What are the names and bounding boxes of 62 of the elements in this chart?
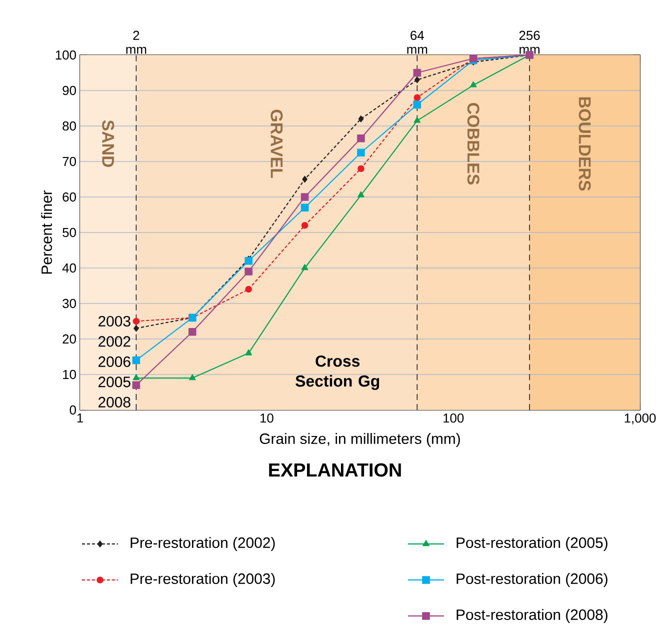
band-label: COBBLES: [467, 103, 480, 184]
legend-label: Pre-restoration (2002): [130, 537, 275, 551]
annotation: 2002: [98, 336, 130, 347]
y-tick-label: 10: [63, 370, 76, 380]
y-tick-label: 60: [62, 192, 76, 202]
y-tick-label: 90: [62, 86, 76, 96]
point: [357, 134, 365, 142]
point: [302, 176, 308, 183]
point: [132, 318, 140, 325]
point: [358, 165, 364, 172]
annotation: Cross Section Gg: [296, 356, 380, 390]
legend-title: EXPLANATION: [269, 463, 401, 477]
point: [358, 191, 364, 198]
point: [244, 256, 252, 265]
point: [132, 374, 140, 380]
x-tick-label: 100: [444, 414, 464, 423]
point: [188, 374, 196, 380]
annotation: 2006: [98, 356, 130, 367]
point: [414, 94, 421, 101]
y-tick-label: 50: [62, 228, 76, 238]
point: [358, 115, 364, 122]
band-label: GRAVEL: [270, 110, 283, 178]
point: [300, 204, 309, 212]
point: [413, 100, 422, 109]
band-label: SAND: [102, 120, 114, 168]
point: [470, 81, 477, 88]
point: [188, 328, 196, 336]
point: [134, 324, 139, 332]
point: [245, 349, 252, 356]
point: [301, 222, 308, 229]
x-axis-title: Grain size, in millimeters (mm): [260, 433, 460, 447]
legend-label: Post-restoration (2005): [456, 537, 608, 551]
point: [132, 356, 140, 364]
x-tick-label: 10: [260, 414, 274, 423]
ref-line-label: 2 mm: [126, 30, 146, 54]
point: [414, 116, 421, 123]
point: [357, 148, 365, 156]
x-tick-label: 1,000: [624, 414, 656, 424]
point: [413, 68, 422, 77]
y-tick-label: 70: [62, 156, 76, 166]
point: [414, 76, 420, 84]
point: [300, 193, 309, 201]
point: [301, 264, 308, 270]
legend-label: Post-restoration (2006): [456, 573, 608, 587]
annotation: 2003: [98, 316, 130, 327]
point: [245, 286, 252, 293]
y-tick-label: 30: [62, 298, 76, 308]
y-tick-label: 0: [70, 405, 76, 415]
legend-label: Post-restoration (2008): [456, 609, 608, 623]
y-tick-label: 100: [56, 50, 76, 60]
y-axis-title: Percent finer: [41, 190, 52, 274]
x-tick-label: 1: [77, 414, 83, 422]
legend-label: Pre-restoration (2003): [130, 573, 275, 587]
annotation: 2005: [98, 376, 130, 388]
y-tick-label: 20: [62, 334, 76, 344]
ref-line-label: 64 mm: [407, 30, 428, 54]
y-tick-label: 40: [62, 263, 76, 273]
band-label: BOULDERS: [578, 97, 591, 191]
annotation: 2008: [98, 396, 130, 408]
point: [132, 381, 140, 390]
point: [244, 268, 252, 276]
y-tick-label: 80: [62, 121, 76, 131]
